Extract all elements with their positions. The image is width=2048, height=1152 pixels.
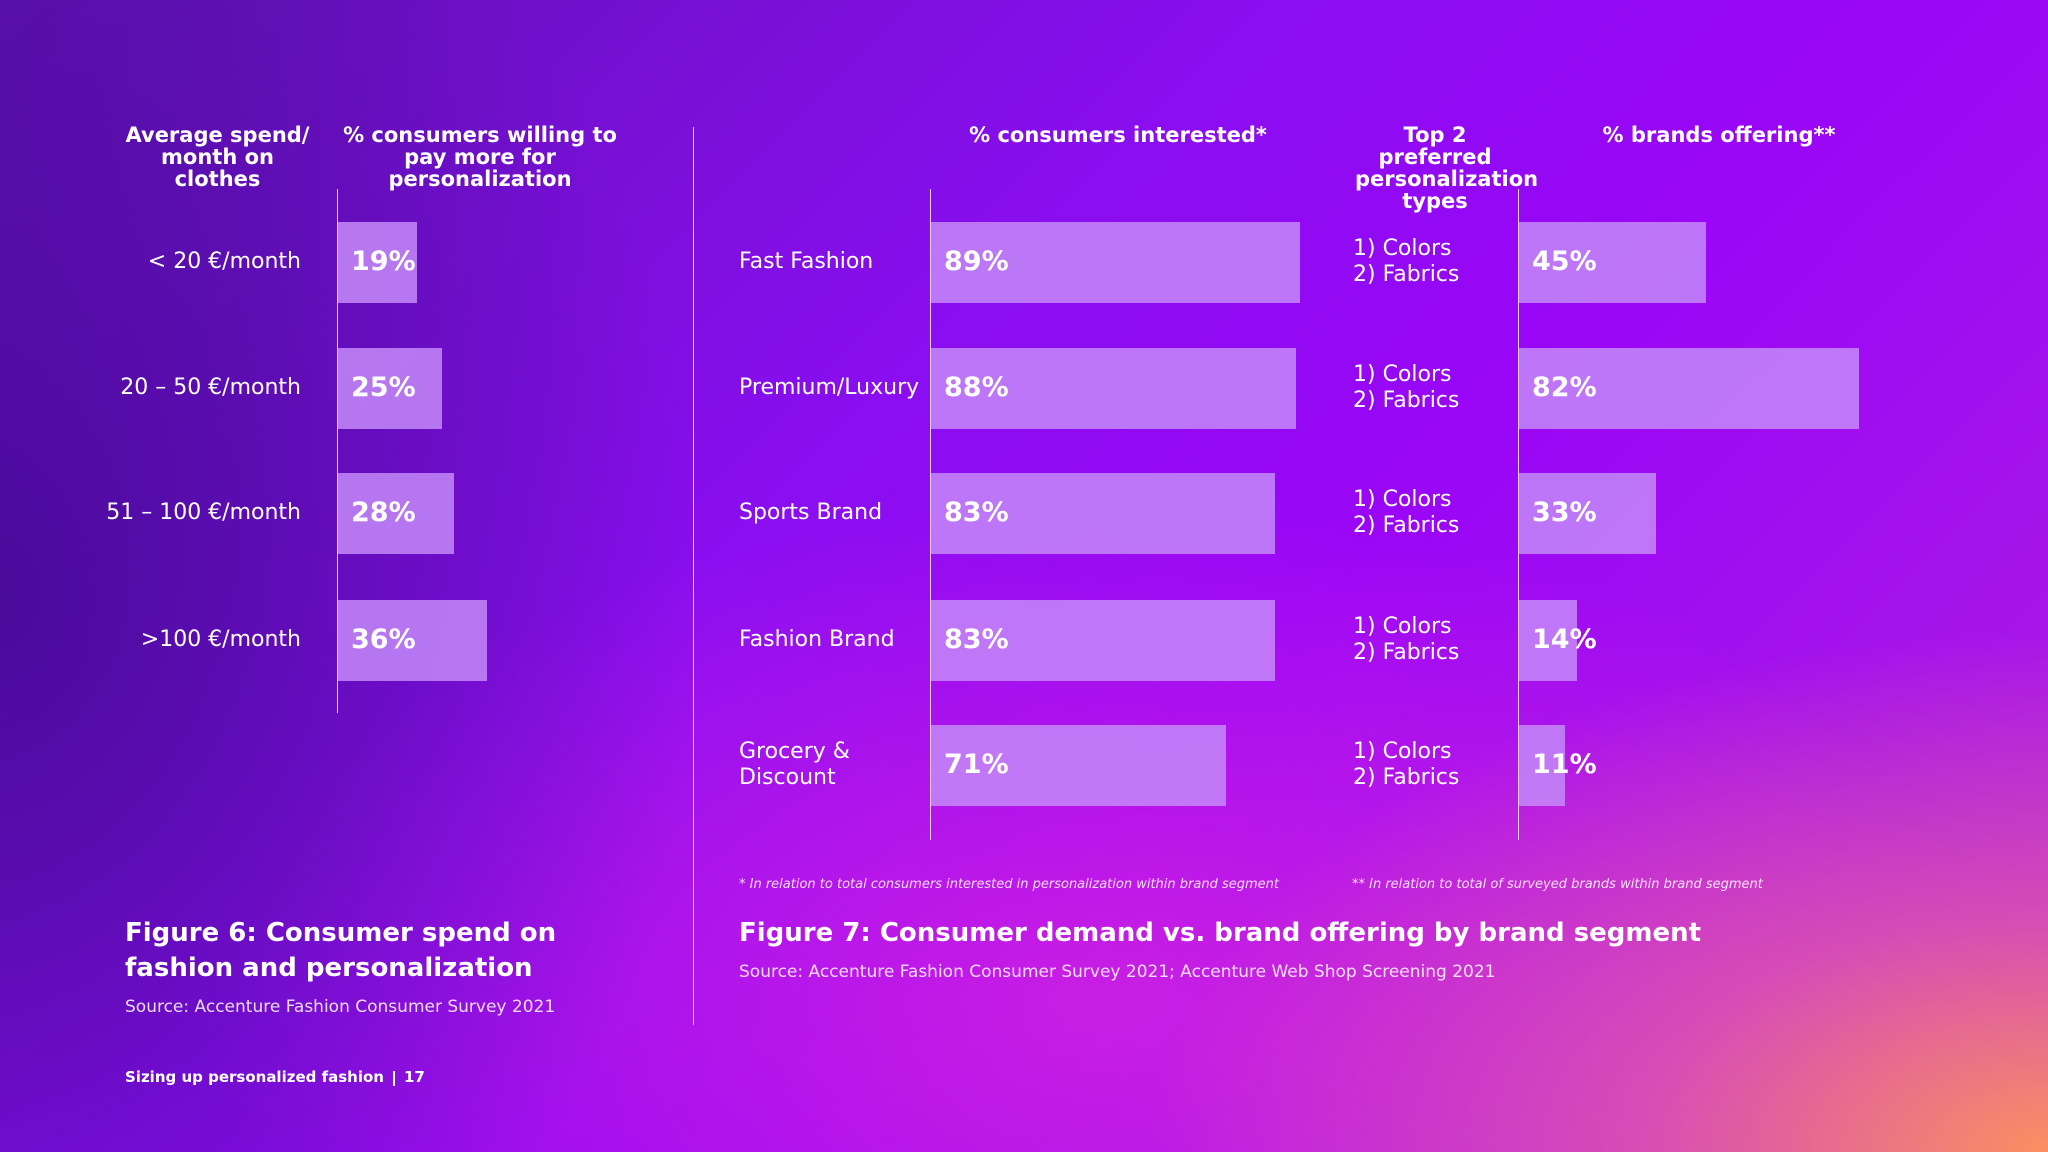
category-label: 51 – 100 €/month (106, 500, 301, 525)
bar (931, 472, 1276, 554)
value-label: 88% (944, 372, 1009, 403)
bar (931, 347, 1297, 429)
bar (338, 599, 488, 681)
category-label: 20 – 50 €/month (120, 375, 301, 400)
preferred-type: 1) Colors (1353, 487, 1452, 512)
footer-text: Sizing up personalized fashion (125, 1068, 384, 1086)
bar (931, 599, 1276, 681)
divider (693, 127, 694, 1025)
column-header: % consumers willing to pay more for pers… (343, 123, 617, 191)
preferred-type: 2) Fabrics (1353, 388, 1460, 413)
footnote: ** In relation to total of surveyed bran… (1352, 877, 1763, 892)
value-label: 83% (944, 624, 1009, 655)
source: Source: Accenture Fashion Consumer Surve… (739, 962, 1496, 982)
figure-title: Figure 7: Consumer demand vs. brand offe… (739, 918, 1702, 948)
category-label: < 20 €/month (147, 249, 301, 274)
value-label: 14% (1532, 624, 1597, 655)
value-label: 19% (351, 246, 416, 277)
category-label: >100 €/month (140, 627, 301, 652)
category-label: Grocery & Discount (739, 739, 850, 790)
legend-header: % brands offering** (1602, 123, 1836, 147)
bar (338, 347, 442, 429)
bar (338, 472, 455, 554)
column-header: Average spend/ month on clothes (125, 123, 310, 191)
axis-line (337, 189, 338, 713)
axis-line (930, 189, 931, 840)
value-label: 33% (1532, 497, 1597, 528)
preferred-type: 2) Fabrics (1353, 640, 1460, 665)
category-label: Sports Brand (739, 500, 883, 525)
value-label: 89% (944, 246, 1009, 277)
source: Source: Accenture Fashion Consumer Surve… (125, 997, 556, 1017)
category-label: Fast Fashion (739, 249, 874, 274)
bar (1519, 599, 1578, 681)
column-header: Top 2 preferred personalization types (1355, 123, 1539, 213)
preferred-type: 2) Fabrics (1353, 765, 1460, 790)
value-label: 83% (944, 497, 1009, 528)
preferred-type: 1) Colors (1353, 739, 1452, 764)
value-label: 45% (1532, 246, 1597, 277)
bar (1519, 347, 1860, 429)
footnote: * In relation to total consumers interes… (739, 877, 1279, 892)
preferred-type: 1) Colors (1353, 614, 1452, 639)
bar (1519, 472, 1656, 554)
value-label: 25% (351, 372, 416, 403)
legend-header: % consumers interested* (969, 123, 1267, 147)
preferred-type: 1) Colors (1353, 362, 1452, 387)
category-label: Premium/Luxury (739, 375, 920, 400)
value-label: 28% (351, 497, 416, 528)
figure-title: Figure 6: Consumer spend on fashion and … (125, 918, 557, 983)
bar (1519, 724, 1565, 806)
preferred-type: 2) Fabrics (1353, 513, 1460, 538)
preferred-type: 1) Colors (1353, 236, 1452, 261)
bar (931, 724, 1226, 806)
bar (931, 221, 1301, 303)
value-label: 82% (1532, 372, 1597, 403)
bar (338, 221, 417, 303)
value-label: 11% (1532, 749, 1597, 780)
value-label: 71% (944, 749, 1009, 780)
footer-separator (393, 1071, 395, 1086)
value-label: 36% (351, 624, 416, 655)
bar (1519, 221, 1706, 303)
preferred-type: 2) Fabrics (1353, 262, 1460, 287)
category-label: Fashion Brand (739, 627, 895, 652)
page-number: 17 (404, 1068, 425, 1086)
axis-line (1518, 189, 1519, 840)
